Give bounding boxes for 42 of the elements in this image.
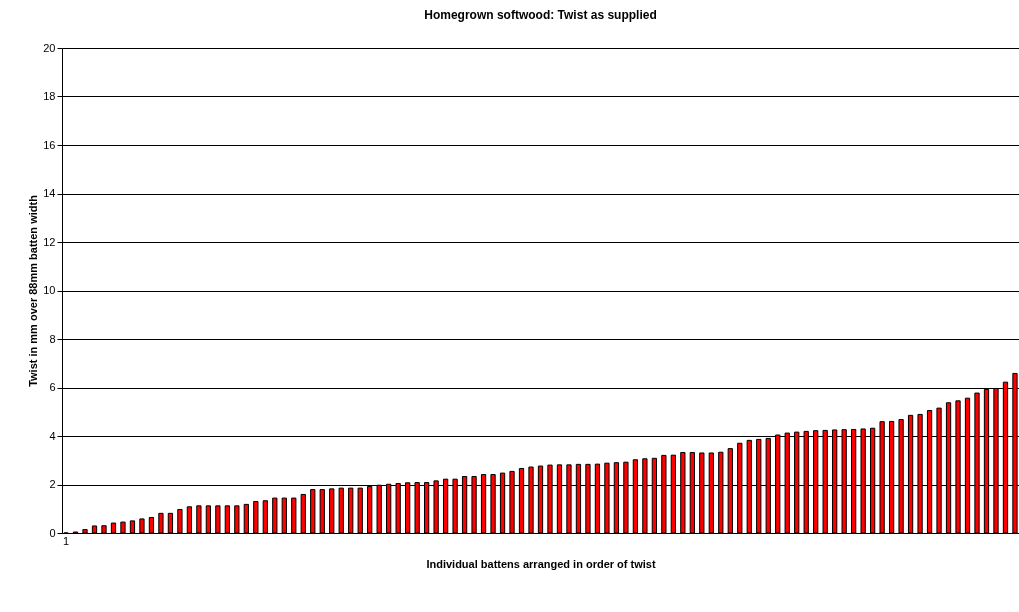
- bar: [234, 505, 240, 534]
- bar: [205, 505, 212, 534]
- bar: [177, 508, 183, 534]
- bar: [243, 503, 249, 534]
- bar: [120, 521, 126, 534]
- bar: [215, 505, 221, 534]
- bar: [310, 489, 316, 534]
- y-tick-label: 8: [49, 332, 56, 345]
- bar: [148, 516, 155, 534]
- bar: [82, 529, 88, 534]
- bar: [139, 518, 145, 534]
- bar: [291, 497, 297, 534]
- x-tick-label: 1: [62, 534, 70, 547]
- y-tick-label: 14: [43, 187, 56, 199]
- bar: [262, 500, 268, 534]
- y-tick-label: 0: [49, 526, 56, 539]
- bar: [272, 497, 278, 534]
- bar: [110, 522, 117, 534]
- y-tick-label: 12: [43, 235, 56, 248]
- y-tick-label: 2: [49, 478, 56, 490]
- y-axis-title: Twist in mm over 88mm batten width: [27, 194, 40, 387]
- y-tick-label: 4: [49, 429, 56, 442]
- bar: [91, 525, 98, 534]
- bar: [158, 512, 164, 534]
- bar: [129, 520, 136, 534]
- chart-title: Homegrown softwood: Twist as supplied: [424, 8, 657, 22]
- bar: [186, 506, 193, 534]
- y-tick-label: 6: [49, 381, 56, 393]
- bar: [253, 500, 259, 534]
- bar: [167, 512, 174, 534]
- y-tick-label: 20: [43, 41, 56, 54]
- y-tick-label: 16: [43, 138, 56, 151]
- y-tick-label: 18: [43, 90, 56, 102]
- bar: [224, 505, 230, 534]
- bar: [329, 488, 335, 534]
- bar: [319, 489, 325, 534]
- bar: [101, 525, 107, 534]
- y-tick-label: 10: [43, 284, 56, 296]
- bar: [300, 493, 306, 534]
- x-axis-title: Individual battens arranged in order of twist: [426, 557, 656, 570]
- bar: [281, 497, 287, 534]
- bar: [196, 505, 202, 534]
